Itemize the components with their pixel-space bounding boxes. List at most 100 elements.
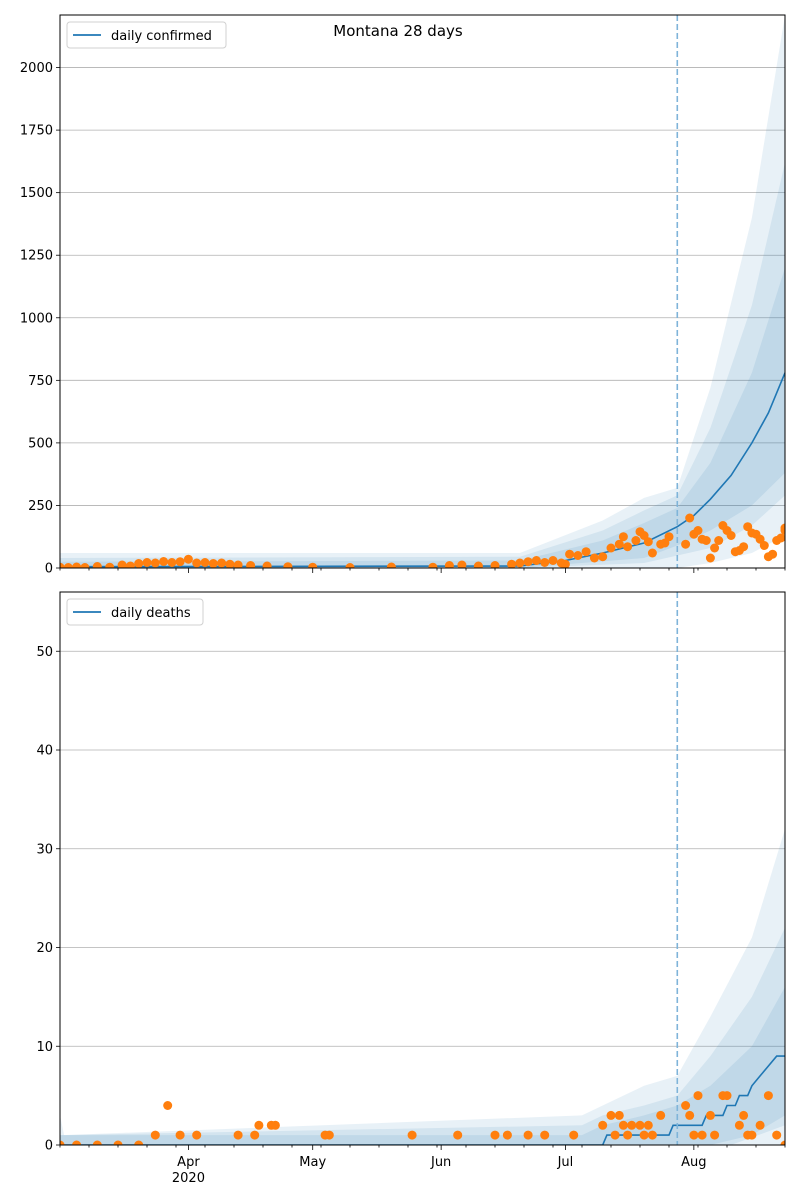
observed-point — [722, 1091, 732, 1101]
observed-point — [623, 542, 633, 552]
y-tick-label: 40 — [36, 744, 53, 759]
observed-point — [540, 1130, 550, 1140]
y-tick-label: 0 — [45, 562, 53, 577]
y-tick-label: 1750 — [20, 124, 53, 139]
observed-point — [72, 1140, 82, 1145]
observed-point — [134, 1140, 144, 1145]
y-tick-label: 1500 — [20, 186, 53, 201]
observed-point — [685, 513, 695, 523]
observed-point — [72, 562, 82, 568]
observed-point — [631, 536, 641, 545]
subplot-1: 0 250 500 750 1000 1250 1500 1750 2000 daily conf… — [20, 14, 786, 577]
observed-point — [150, 1130, 160, 1140]
observed-point — [618, 1120, 628, 1130]
observed-point — [444, 561, 454, 568]
legend-box — [66, 21, 227, 49]
observed-point — [714, 536, 724, 545]
observed-point — [192, 1130, 202, 1140]
observed-point — [606, 1110, 616, 1120]
observed-point — [233, 1130, 243, 1140]
observed-point — [581, 547, 591, 557]
plot-area — [60, 15, 785, 568]
observed-point — [763, 1091, 773, 1101]
observed-point — [598, 552, 608, 562]
y-tick-label: 30 — [36, 842, 53, 857]
axes-frame — [59, 591, 786, 1146]
observed-point — [92, 1140, 102, 1145]
chart-title: Montana 28 days — [333, 22, 463, 40]
observed-point — [386, 562, 396, 568]
uncertainty-band-2 — [60, 927, 785, 1145]
observed-point — [183, 554, 193, 564]
observed-point — [507, 559, 517, 568]
x-tick-label: Jun — [430, 1155, 451, 1170]
observed-point — [565, 549, 575, 559]
observed-point — [606, 543, 616, 553]
uncertainty-band-1 — [60, 267, 785, 568]
y-tick-label: 750 — [28, 374, 53, 389]
observed-point — [627, 1120, 637, 1130]
observed-point — [134, 559, 144, 568]
observed-point — [614, 539, 624, 549]
plot-area — [60, 592, 785, 1145]
y-tick-label: 0 — [45, 1139, 53, 1154]
observed-point — [664, 532, 674, 542]
observed-point — [776, 533, 785, 543]
observed-point — [490, 561, 500, 568]
observed-point — [117, 560, 127, 568]
observed-point — [705, 553, 715, 563]
observed-point — [428, 562, 438, 568]
x-tick-label: Apr — [177, 1155, 200, 1170]
observed-point — [63, 563, 73, 568]
observed-point — [772, 1130, 782, 1140]
x-tick-label: Aug — [681, 1155, 706, 1170]
observed-point — [233, 560, 243, 568]
observed-point — [473, 561, 483, 568]
observed-point — [60, 562, 65, 568]
observed-point — [283, 562, 293, 568]
observed-point — [453, 1130, 463, 1140]
x-tick-label: May — [299, 1155, 326, 1170]
uncertainty-band-3 — [60, 15, 785, 568]
observed-point — [262, 561, 272, 568]
observed-point — [689, 1130, 699, 1140]
observed-point — [254, 1120, 264, 1130]
observed-point — [80, 563, 90, 568]
observed-point — [113, 1140, 123, 1145]
observed-point — [734, 1120, 744, 1130]
observed-point — [324, 1130, 334, 1140]
observed-point — [780, 523, 785, 533]
observed-point — [523, 1130, 533, 1140]
observed-point — [614, 1110, 624, 1120]
observed-point — [159, 557, 169, 566]
observed-point — [490, 1130, 500, 1140]
observed-point — [747, 1130, 757, 1140]
observed-point — [618, 532, 628, 542]
observed-point — [755, 1120, 765, 1130]
legend-label: daily confirmed — [111, 29, 212, 44]
observed-point — [693, 1091, 703, 1101]
observed-point — [643, 1120, 653, 1130]
legend-label: daily deaths — [111, 606, 191, 621]
legend: daily deaths — [66, 598, 204, 626]
observed-point — [502, 1130, 512, 1140]
observed-point — [697, 1130, 707, 1140]
observed-point — [60, 1140, 65, 1145]
axes-frame — [59, 14, 786, 569]
observed-point — [345, 563, 355, 568]
observed-point — [150, 558, 160, 568]
observed-point — [710, 1130, 720, 1140]
y-tick-label: 1250 — [20, 249, 53, 264]
observed-point — [639, 1130, 649, 1140]
observed-point — [768, 549, 778, 559]
observed-point — [175, 1130, 185, 1140]
y-tick-label: 1000 — [20, 311, 53, 326]
observed-point — [598, 1120, 608, 1130]
observed-point — [739, 542, 749, 552]
uncertainty-band-2 — [60, 162, 785, 568]
observed-point — [217, 558, 227, 568]
observed-point — [623, 1130, 633, 1140]
observed-point — [531, 556, 541, 565]
observed-point — [175, 557, 185, 567]
